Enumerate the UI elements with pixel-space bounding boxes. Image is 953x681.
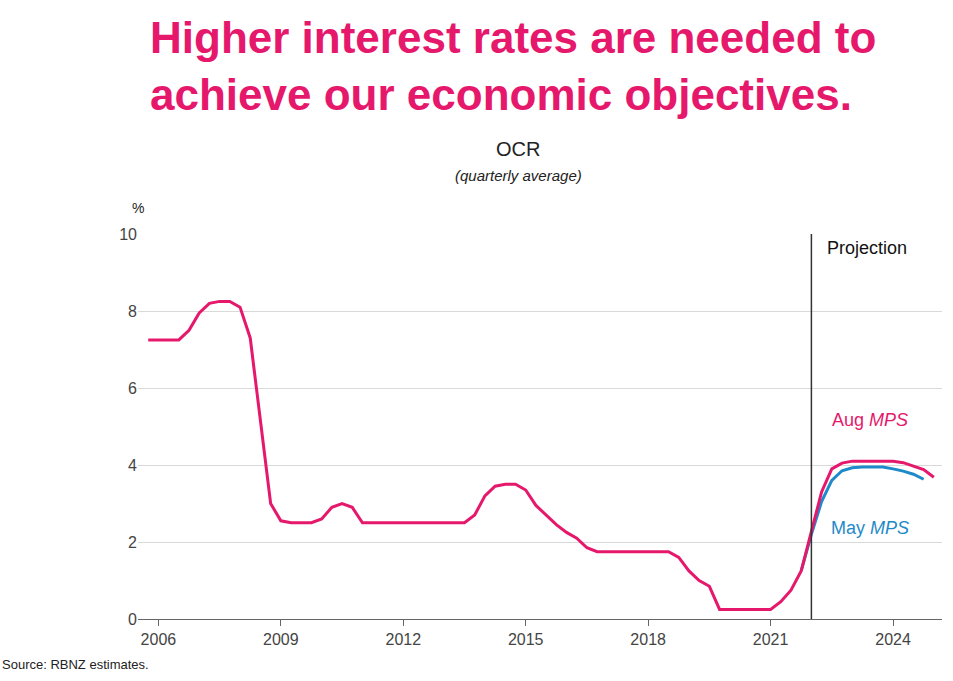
- svg-text:6: 6: [128, 380, 137, 397]
- svg-text:2009: 2009: [263, 631, 299, 648]
- svg-text:2012: 2012: [385, 631, 421, 648]
- svg-text:2024: 2024: [875, 631, 911, 648]
- svg-text:4: 4: [128, 457, 137, 474]
- svg-text:0: 0: [128, 611, 137, 628]
- svg-text:2018: 2018: [630, 631, 666, 648]
- svg-text:2021: 2021: [753, 631, 789, 648]
- svg-text:Projection: Projection: [827, 238, 907, 258]
- svg-text:Aug MPS: Aug MPS: [832, 410, 908, 430]
- svg-text:%: %: [132, 200, 144, 216]
- svg-text:2: 2: [128, 534, 137, 551]
- svg-text:May MPS: May MPS: [831, 518, 909, 538]
- svg-text:OCR: OCR: [496, 138, 540, 160]
- svg-text:Higher interest rates are need: Higher interest rates are needed toachie…: [150, 13, 876, 119]
- svg-text:8: 8: [128, 303, 137, 320]
- svg-text:(quarterly average): (quarterly average): [455, 167, 582, 184]
- svg-text:2006: 2006: [141, 631, 177, 648]
- svg-text:10: 10: [119, 226, 137, 243]
- svg-text:2015: 2015: [508, 631, 544, 648]
- svg-text:Source: RBNZ estimates.: Source: RBNZ estimates.: [2, 657, 149, 672]
